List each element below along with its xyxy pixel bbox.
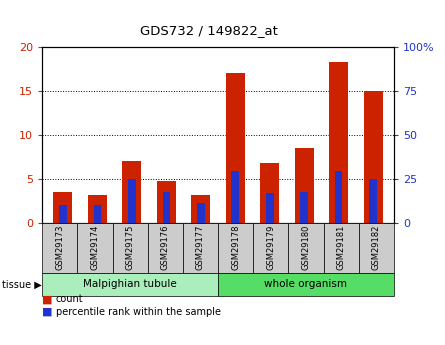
Text: count: count bbox=[56, 295, 83, 304]
Text: Malpighian tubule: Malpighian tubule bbox=[83, 279, 177, 289]
Text: GSM29173: GSM29173 bbox=[55, 225, 65, 270]
Bar bbox=[59, 205, 67, 223]
Text: GSM29177: GSM29177 bbox=[196, 225, 205, 270]
Text: whole organism: whole organism bbox=[264, 279, 348, 289]
Text: percentile rank within the sample: percentile rank within the sample bbox=[56, 307, 221, 316]
Text: GSM29175: GSM29175 bbox=[125, 225, 135, 270]
Bar bbox=[295, 148, 314, 223]
Bar bbox=[329, 61, 348, 223]
Text: GSM29182: GSM29182 bbox=[372, 225, 381, 270]
Bar bbox=[231, 171, 239, 223]
Bar bbox=[162, 192, 170, 223]
Bar bbox=[260, 163, 279, 223]
Text: GSM29179: GSM29179 bbox=[266, 225, 275, 270]
Text: GSM29174: GSM29174 bbox=[90, 225, 100, 270]
Bar bbox=[122, 161, 142, 223]
Text: GSM29181: GSM29181 bbox=[336, 225, 346, 270]
Bar bbox=[128, 179, 136, 223]
Text: GSM29178: GSM29178 bbox=[231, 225, 240, 270]
Text: ■: ■ bbox=[42, 307, 53, 316]
Bar bbox=[266, 194, 274, 223]
Bar bbox=[226, 73, 245, 223]
Bar bbox=[335, 171, 343, 223]
Bar bbox=[191, 195, 210, 223]
Text: GSM29176: GSM29176 bbox=[161, 225, 170, 270]
Text: tissue ▶: tissue ▶ bbox=[2, 279, 42, 289]
Bar bbox=[364, 90, 383, 223]
Bar bbox=[369, 179, 377, 223]
Bar bbox=[53, 192, 73, 223]
Bar bbox=[197, 203, 205, 223]
Bar bbox=[93, 205, 101, 223]
Text: ■: ■ bbox=[42, 295, 53, 304]
Text: GDS732 / 149822_at: GDS732 / 149822_at bbox=[140, 24, 278, 37]
Bar bbox=[157, 181, 176, 223]
Bar bbox=[300, 192, 308, 223]
Text: GSM29180: GSM29180 bbox=[301, 225, 311, 270]
Bar bbox=[88, 195, 107, 223]
